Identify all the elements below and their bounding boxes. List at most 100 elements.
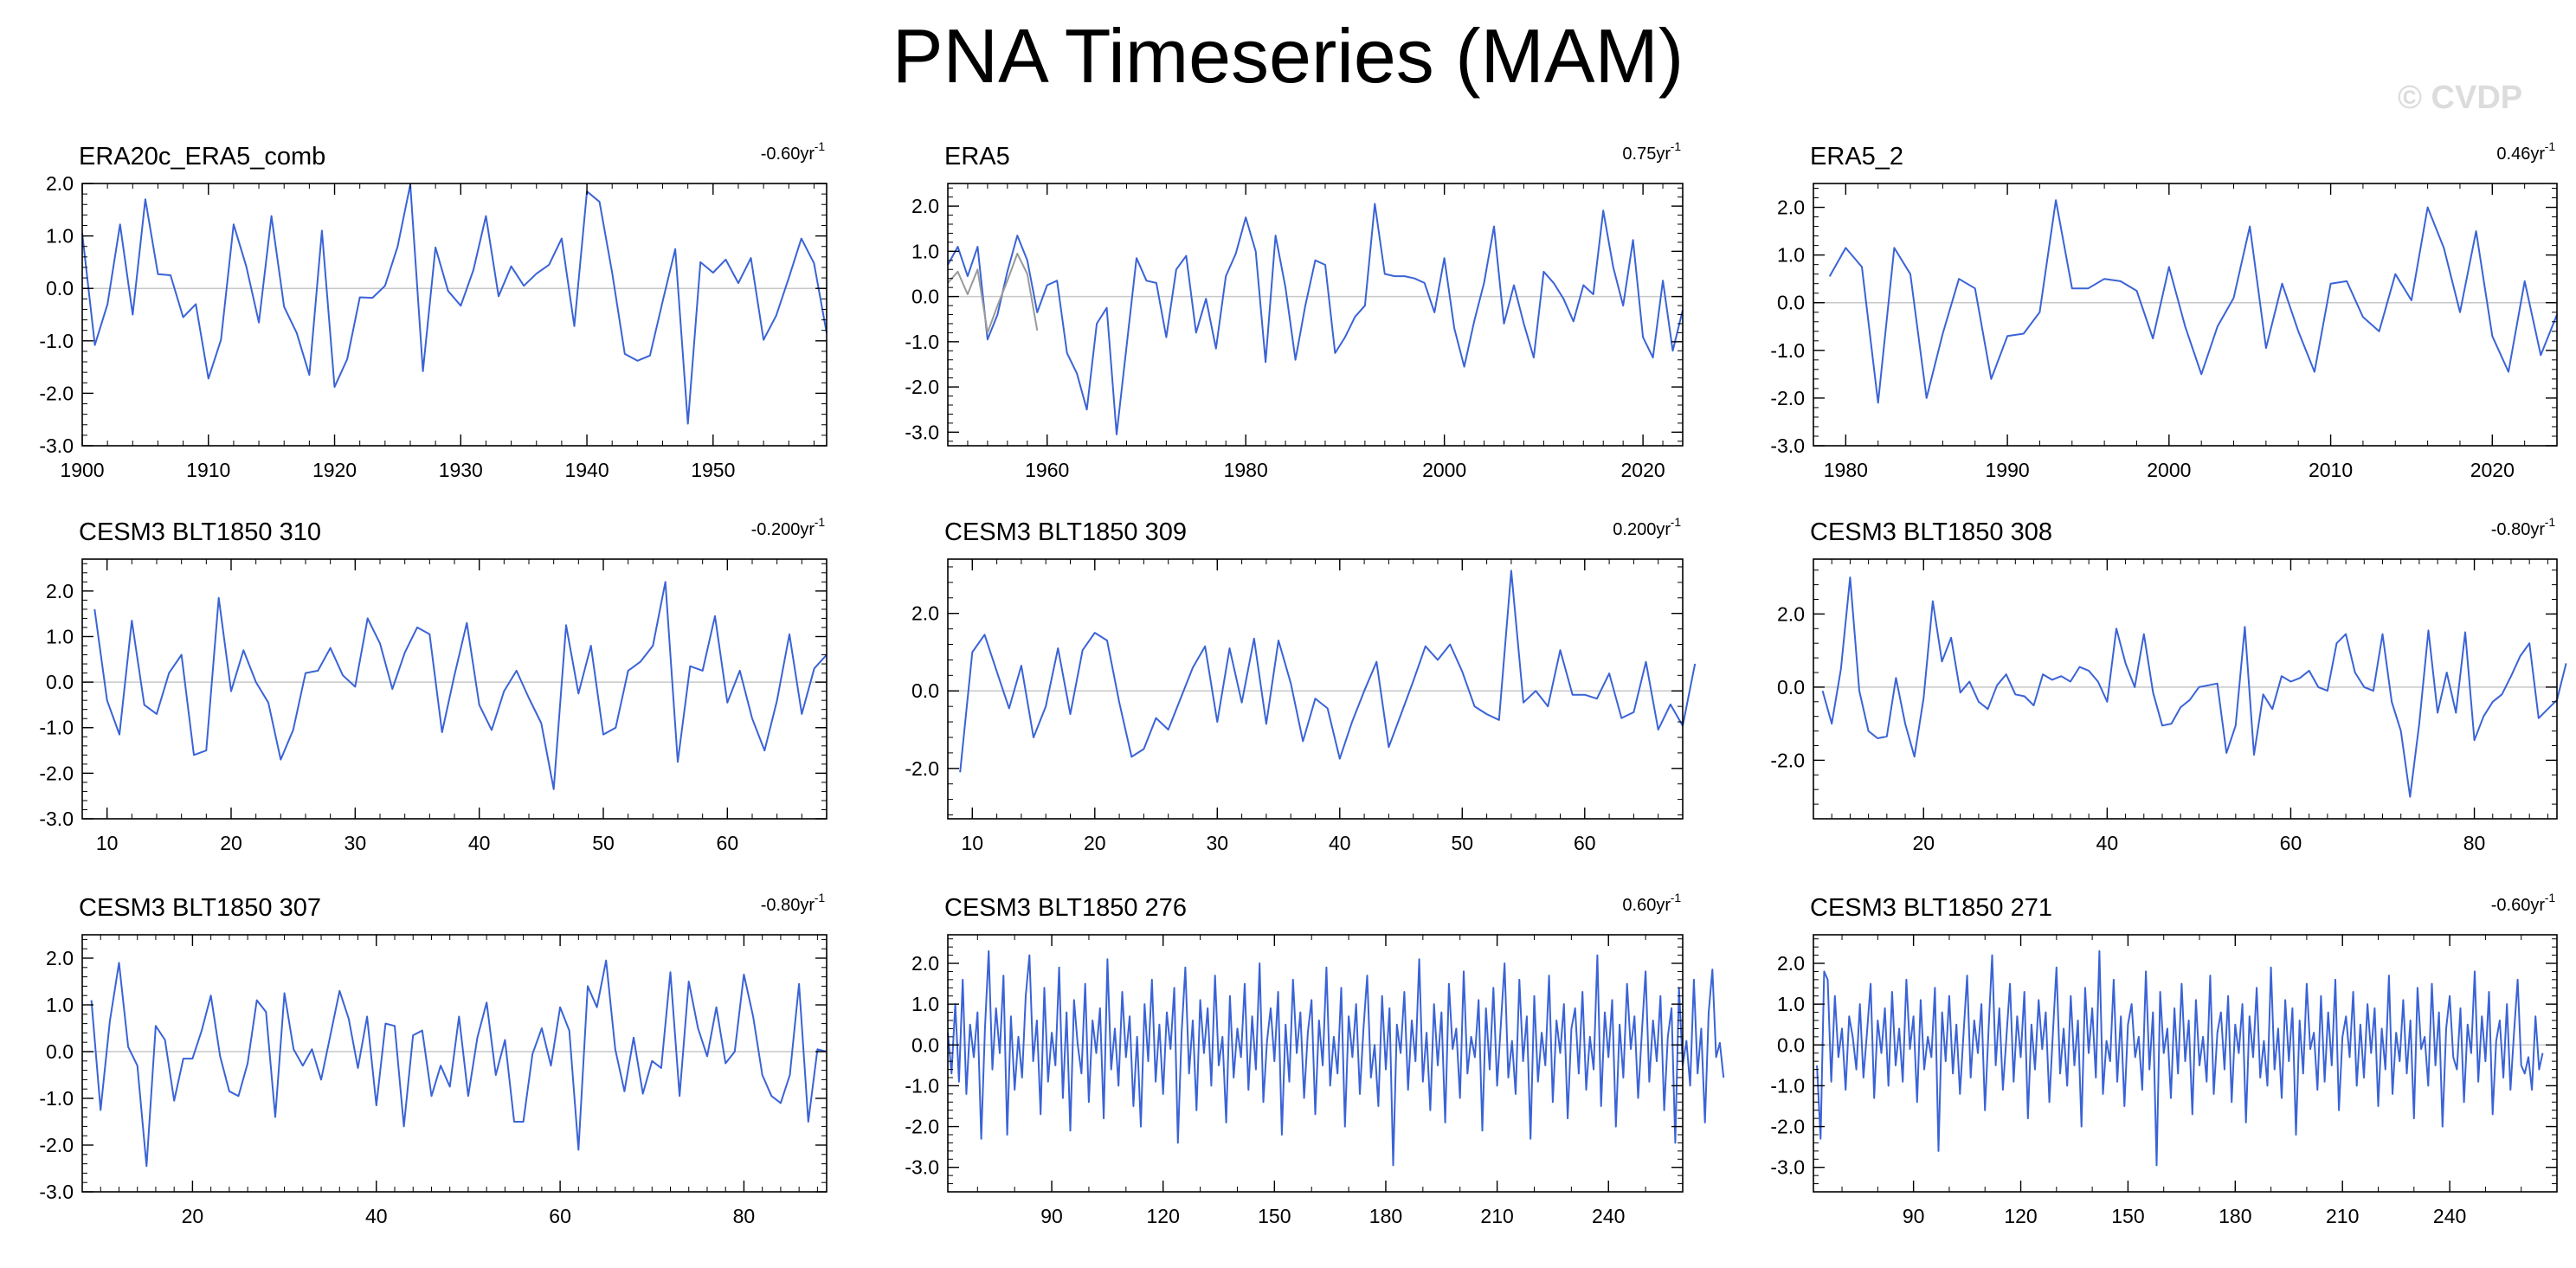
- trend-exponent: -1: [815, 891, 826, 904]
- x-tick-label: 2020: [2470, 459, 2515, 481]
- panel-title: CESM3 BLT1850 308: [1810, 518, 2052, 546]
- y-tick-label: 1.0: [1777, 993, 1805, 1015]
- trend-exponent: -1: [2545, 139, 2556, 153]
- x-tick-label: 20: [1912, 832, 1935, 854]
- plot-frame: [947, 934, 1684, 1193]
- y-tick-label: 0.0: [1777, 676, 1805, 698]
- y-tick-label: -3.0: [1770, 1156, 1805, 1179]
- x-tick-label: 60: [717, 832, 739, 854]
- trend-exponent: -1: [1671, 891, 1682, 904]
- x-tick-label: 1950: [691, 459, 735, 481]
- trend-label: 0.200yr: [1613, 520, 1671, 539]
- y-tick-label: -3.0: [905, 1156, 939, 1179]
- x-tick-label: 2000: [1422, 459, 1466, 481]
- trend-label: -0.80yr: [2491, 520, 2546, 539]
- series-line-pna: [1816, 949, 2544, 1167]
- y-tick-label: 0.0: [46, 277, 74, 299]
- panel-9: -3.0 -2.0 -1.0 0.0 1.0 2.0 90 120 150 180 210 240 CE…: [1770, 891, 2558, 1227]
- x-tick-label: 20: [1084, 832, 1106, 854]
- trend-exponent: -1: [2545, 515, 2556, 529]
- x-tick-label: 120: [1147, 1205, 1180, 1227]
- x-tick-label: 1910: [186, 459, 230, 481]
- x-tick-label: 150: [2111, 1205, 2144, 1227]
- plot-frame: [947, 558, 1684, 820]
- x-tick-label: 1960: [1025, 459, 1069, 481]
- y-tick-label: -2.0: [905, 376, 939, 398]
- y-tick-label: -1.0: [1770, 339, 1805, 362]
- series-line-era5: [947, 203, 1684, 435]
- y-tick-label: 1.0: [1777, 244, 1805, 267]
- y-tick-label: 2.0: [46, 580, 74, 602]
- y-tick-label: 2.0: [1777, 952, 1805, 975]
- y-tick-label: 0.0: [46, 1040, 74, 1063]
- trend-exponent: -1: [2545, 891, 2556, 904]
- panel-8: -3.0 -2.0 -1.0 0.0 1.0 2.0 90 120 150 180 210 240 CE…: [905, 891, 1725, 1227]
- y-tick-label: 2.0: [911, 195, 939, 217]
- panel-title: ERA20c_ERA5_comb: [79, 143, 325, 171]
- y-tick-label: 2.0: [1777, 196, 1805, 219]
- x-tick-label: 120: [2004, 1205, 2037, 1227]
- y-tick-label: -2.0: [1770, 1116, 1805, 1138]
- y-tick-label: -2.0: [905, 1116, 939, 1138]
- panel-title: CESM3 BLT1850 276: [944, 894, 1187, 922]
- trend-exponent: -1: [815, 515, 826, 529]
- y-tick-label: -1.0: [905, 1074, 939, 1097]
- x-tick-label: 20: [182, 1205, 204, 1227]
- x-tick-label: 1930: [439, 459, 483, 481]
- series-line-pna: [90, 959, 828, 1168]
- y-tick-label: -2.0: [905, 757, 939, 780]
- plot-frame: [1813, 934, 2558, 1193]
- x-tick-label: 2000: [2147, 459, 2191, 481]
- series-line-pna: [947, 949, 1725, 1167]
- x-tick-label: 40: [468, 832, 491, 854]
- x-tick-label: 30: [1207, 832, 1229, 854]
- y-tick-label: -1.0: [1770, 1074, 1805, 1097]
- x-tick-label: 60: [2280, 832, 2302, 854]
- cvdp-watermark: © CVDP: [2398, 80, 2523, 116]
- y-tick-label: 1.0: [46, 994, 74, 1016]
- x-tick-label: 1940: [564, 459, 609, 481]
- x-tick-label: 80: [2463, 832, 2486, 854]
- x-tick-label: 240: [2433, 1205, 2466, 1227]
- trend-exponent: -1: [1671, 515, 1682, 529]
- trend-label: -0.200yr: [751, 520, 815, 539]
- series-line-pna: [959, 570, 1697, 773]
- y-tick-label: 1.0: [46, 225, 74, 248]
- y-tick-label: 2.0: [911, 602, 939, 625]
- panel-title: CESM3 BLT1850 309: [944, 518, 1187, 546]
- panel-title: ERA5: [944, 143, 1010, 171]
- trend-label: 0.75yr: [1622, 145, 1671, 164]
- y-tick-label: 0.0: [911, 679, 939, 702]
- y-tick-label: 2.0: [46, 947, 74, 969]
- trend-exponent: -1: [815, 139, 826, 153]
- trend-label: -0.60yr: [2491, 896, 2546, 915]
- x-tick-label: 210: [1480, 1205, 1513, 1227]
- x-tick-label: 1980: [1824, 459, 1868, 481]
- series-line-pna: [1828, 199, 2558, 404]
- x-tick-label: 1990: [1986, 459, 2030, 481]
- y-tick-label: 0.0: [1777, 292, 1805, 314]
- x-tick-label: 80: [733, 1205, 756, 1227]
- panel-title: CESM3 BLT1850 271: [1810, 894, 2052, 922]
- trend-label: -0.80yr: [761, 896, 815, 915]
- x-tick-label: 40: [2096, 832, 2119, 854]
- figure-title: PNA Timeseries (MAM): [892, 13, 1684, 99]
- y-tick-label: -3.0: [1770, 434, 1805, 457]
- series-line-pna: [81, 183, 828, 425]
- y-tick-label: -3.0: [39, 1181, 74, 1203]
- plot-frame: [81, 183, 828, 447]
- x-tick-label: 40: [365, 1205, 388, 1227]
- y-tick-label: 1.0: [46, 625, 74, 647]
- x-tick-label: 2010: [2309, 459, 2353, 481]
- panel-2: -3.0 -2.0 -1.0 0.0 1.0 2.0 1960 1980 2000 2020 ERA…: [905, 139, 1684, 481]
- panel-title: CESM3 BLT1850 307: [79, 894, 321, 922]
- plot-frame: [1813, 183, 2558, 447]
- x-tick-label: 1920: [312, 459, 357, 481]
- x-tick-label: 60: [1574, 832, 1596, 854]
- x-tick-label: 50: [592, 832, 615, 854]
- panel-6: -2.0 0.0 2.0 20 40 60 80 CESM3 BLT1850 308 -0.80…: [1770, 515, 2567, 854]
- y-tick-label: 0.0: [46, 671, 74, 693]
- panel-title: CESM3 BLT1850 310: [79, 518, 321, 546]
- series-line-era20c: [947, 253, 1039, 334]
